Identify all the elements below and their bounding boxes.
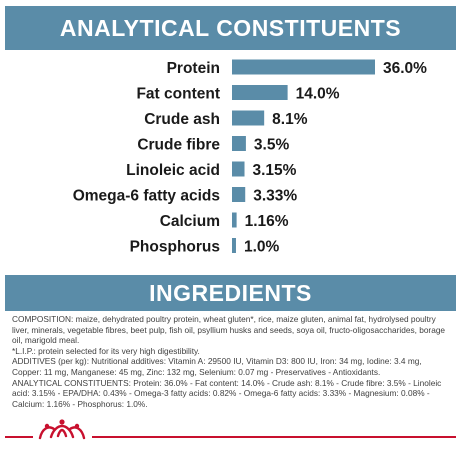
analytical-constituents-banner: ANALYTICAL CONSTITUENTS — [5, 6, 456, 50]
brand-line-left — [5, 436, 33, 438]
value-label: 14.0% — [296, 86, 340, 103]
category-label: Calcium — [160, 213, 220, 230]
value-label: 3.15% — [253, 162, 297, 179]
ingredients-text: COMPOSITION: maize, dehydrated poultry p… — [12, 314, 450, 409]
bar — [232, 187, 246, 202]
analytical-constituents-chart: Protein 36.0% Fat content 14.0% Crude ash 8.1… — [73, 59, 427, 256]
royal-canin-crown-icon — [38, 419, 86, 440]
category-label: Linoleic acid — [126, 162, 220, 179]
bar — [232, 136, 246, 151]
value-label: 8.1% — [272, 111, 308, 128]
analytical-constituents-line: ANALYTICAL CONSTITUENTS: Protein: 36.0% … — [12, 377, 442, 409]
bar — [232, 238, 236, 253]
category-label: Phosphorus — [130, 239, 220, 256]
bar — [232, 59, 375, 75]
ingredients-banner: INGREDIENTS — [5, 275, 456, 311]
bar — [232, 161, 245, 177]
bar — [232, 85, 288, 100]
brand-line-right — [92, 436, 456, 438]
additives-line: ADDITIVES (per kg): Nutritional additive… — [12, 356, 422, 377]
category-label: Protein — [167, 60, 220, 77]
category-label: Fat content — [136, 86, 220, 103]
lip-note-line: *L.I.P.: protein selected for its very h… — [12, 345, 200, 356]
value-label: 3.5% — [254, 137, 290, 154]
value-label: 1.16% — [245, 213, 289, 230]
value-label: 36.0% — [383, 60, 427, 77]
category-label: Crude ash — [144, 111, 220, 128]
value-label: 1.0% — [244, 239, 280, 256]
category-label: Crude fibre — [137, 137, 220, 154]
bar — [232, 110, 265, 126]
composition-line: COMPOSITION: maize, dehydrated poultry p… — [12, 314, 446, 346]
bar — [232, 212, 237, 228]
category-label: Omega-6 fatty acids — [73, 188, 220, 205]
value-label: 3.33% — [253, 188, 297, 205]
